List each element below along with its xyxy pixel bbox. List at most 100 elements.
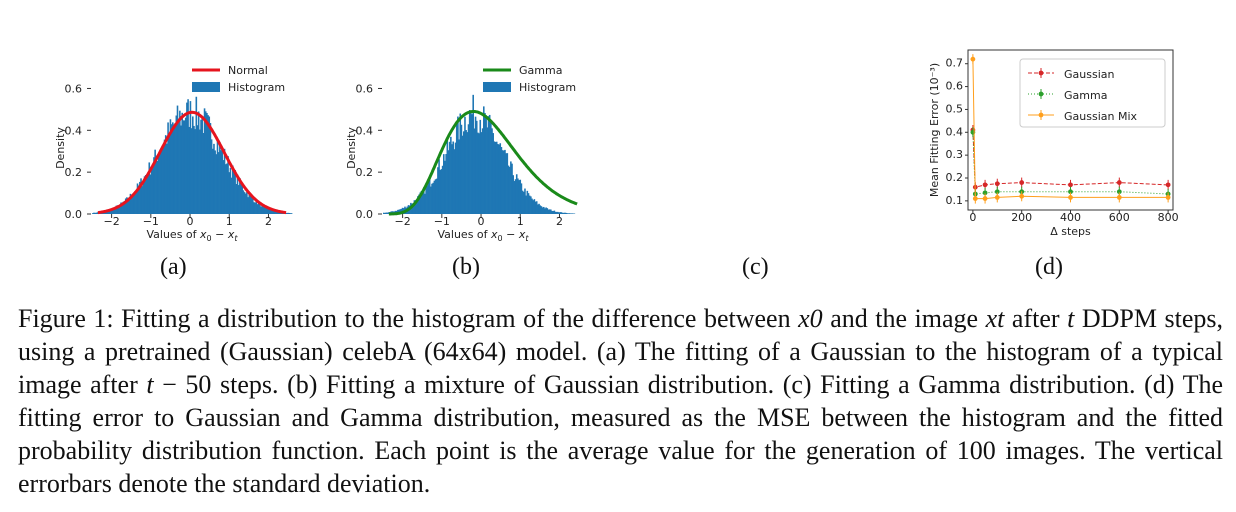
histogram-bar [461, 135, 464, 214]
histogram-bar [135, 191, 138, 214]
histogram-bar [146, 174, 148, 214]
x-tick-label: 200 [1011, 211, 1032, 224]
histogram-bar [204, 111, 207, 214]
histogram-bar [548, 209, 551, 214]
histogram-bar [519, 179, 522, 214]
histogram-bar [467, 124, 470, 214]
data-point [1165, 195, 1171, 200]
x-axis-label-sub: 0 [498, 234, 503, 243]
histogram-bar [216, 140, 219, 214]
x-tick-label: 0 [969, 211, 976, 224]
histogram-bar [488, 114, 491, 214]
histogram-bar [420, 191, 423, 214]
data-point [1116, 180, 1122, 185]
histogram-bar [413, 200, 416, 214]
histogram-bar [153, 157, 155, 214]
histogram-bar [545, 207, 547, 214]
histogram-bar [157, 153, 160, 214]
histogram-bar [119, 204, 121, 214]
histogram-bar [209, 123, 212, 214]
histogram-bar [479, 119, 482, 214]
histogram-bar [503, 150, 505, 214]
histogram-bar [524, 188, 526, 214]
histogram-bar [150, 167, 153, 214]
histogram-bar [468, 110, 471, 214]
panel-d: 0 200 400 600 800 0.1 0.2 0.3 0.4 0.5 0.6 0.7 Δ step… [928, 49, 1179, 238]
histogram-bar [234, 169, 236, 214]
gamma-fit-curve [388, 110, 578, 216]
histogram-bar [176, 105, 179, 214]
histogram-bar [214, 150, 216, 214]
histogram-bar [487, 116, 490, 214]
histogram-bar [236, 174, 239, 214]
histogram-bar [458, 139, 460, 214]
data-point [994, 181, 1000, 187]
series-line-gaussian [972, 129, 1169, 188]
data-point [1165, 182, 1171, 188]
histogram-bar [550, 209, 552, 214]
legend-label: Gamma [1064, 89, 1107, 102]
histogram-bar [241, 184, 243, 214]
histogram-bar [508, 166, 511, 214]
histogram-bar [444, 160, 446, 214]
histogram-bar [459, 113, 462, 214]
figure-caption: Figure 1: Fitting a distribution to the … [18, 304, 1223, 498]
x-axis-label: Values of x0 − xt [437, 228, 529, 243]
histogram-bar [528, 195, 531, 214]
histogram-bar [547, 209, 550, 214]
legend-marker [1038, 91, 1044, 97]
y-axis-label: Density [345, 127, 358, 169]
x-axis-label-minus: − [212, 228, 228, 241]
histogram-bar [128, 198, 131, 214]
histogram-bar [523, 191, 525, 214]
histogram-bar [184, 117, 187, 214]
histogram-bar [187, 99, 189, 214]
y-tick-label: 0.2 [946, 171, 964, 184]
histogram-bar [159, 154, 161, 214]
histogram-bar [174, 123, 176, 214]
x-axis-label-text: Values of [437, 228, 491, 241]
x-tick-label: 1 [517, 215, 524, 228]
histogram-bar [430, 186, 432, 214]
histogram-bar [419, 192, 422, 214]
histogram-bar [246, 192, 248, 214]
histogram-bar [197, 111, 200, 214]
histogram-bar [478, 133, 480, 214]
histogram-bar [210, 139, 213, 214]
histogram-bar [143, 176, 146, 214]
histogram-bar [533, 199, 536, 214]
histogram-bar [387, 212, 390, 214]
histogram-bar [215, 154, 218, 214]
histogram-bar [206, 113, 208, 214]
histogram-bar [439, 170, 442, 214]
histogram-bar [141, 186, 143, 214]
x-tick-label: 2 [265, 215, 272, 228]
histogram-bar [123, 201, 126, 214]
y-tick-label: 0.6 [356, 82, 374, 95]
histogram-bar [481, 128, 484, 214]
histogram-bar [572, 213, 574, 214]
histogram-bar [471, 114, 473, 214]
histogram-bar [428, 178, 431, 214]
histogram-bar [129, 193, 132, 214]
histogram-bar [383, 212, 385, 214]
histogram-bar [501, 150, 504, 214]
histogram-bar [498, 144, 500, 214]
x-tick-label: −1 [434, 215, 450, 228]
histogram-bar [565, 212, 567, 214]
data-point [972, 196, 978, 201]
y-tick-label: 0.0 [356, 208, 374, 221]
histogram-bar [232, 165, 234, 214]
histogram-bar [248, 193, 251, 214]
histogram-bar [219, 141, 221, 214]
histogram-bar [130, 195, 133, 214]
histogram-bar [437, 167, 439, 214]
histogram-bar [92, 213, 94, 214]
histogram-bar [451, 144, 453, 214]
histogram-bar [558, 212, 560, 214]
histogram-bar [160, 150, 162, 214]
histogram-bar [290, 213, 293, 214]
histogram-bar [531, 198, 533, 214]
histogram-bar [275, 210, 278, 214]
y-axis-label: Density [54, 127, 67, 169]
